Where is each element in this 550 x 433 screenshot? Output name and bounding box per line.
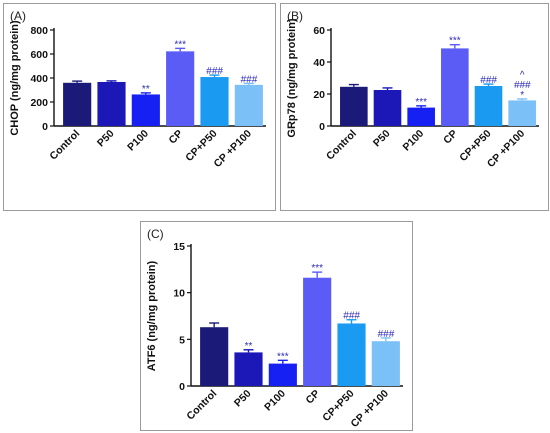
y-tick-label: 800: [30, 25, 48, 37]
x-tick-label: CP: [303, 388, 322, 407]
significance-marker: ***: [415, 97, 427, 108]
chart-panel-atf6: (C) 0 5 10 15 ATF6 (ng/mg protein) Control ** P5…: [140, 221, 413, 431]
bar: [337, 323, 366, 386]
y-tick-label: 15: [173, 241, 185, 253]
bar: [131, 94, 160, 126]
bar: [474, 86, 503, 126]
bar: [407, 107, 435, 126]
x-tick-label: Control: [184, 388, 219, 423]
significance-marker: ***: [449, 36, 461, 47]
y-axis-label: ATF6 (ng/mg protein): [146, 260, 158, 371]
chart-panel-grp78: (B) 0 20 40 60 GRp78 (ng/mg protein) Control P5…: [280, 3, 549, 211]
y-tick-label: 10: [173, 288, 185, 300]
y-axis-label: GRp78 (ng/mg protein): [286, 18, 298, 138]
y-tick-label: 5: [179, 334, 185, 346]
x-tick-label: P100: [400, 128, 426, 154]
significance-marker: ###: [480, 75, 497, 86]
bar: [166, 51, 195, 126]
bar: [373, 90, 402, 126]
x-tick-label: P100: [125, 128, 151, 154]
significance-marker: ###: [514, 80, 531, 91]
x-tick-label: P50: [95, 128, 117, 150]
y-tick-label: 200: [30, 97, 48, 109]
significance-marker: ***: [174, 39, 186, 50]
significance-marker: ^: [520, 70, 525, 81]
y-tick-label: 400: [30, 73, 48, 85]
chart-panel-chop: (A) 0 200 400 600 800 CHOP (ng/mg protein) Cont…: [3, 3, 276, 211]
bar: [303, 277, 332, 386]
y-tick-label: 0: [42, 121, 48, 133]
y-tick-label: 600: [30, 49, 48, 61]
bar: [234, 352, 263, 386]
bar: [508, 100, 536, 126]
bar: [441, 48, 469, 126]
grp78-bar-chart: (B) 0 20 40 60 GRp78 (ng/mg protein) Control P5…: [286, 9, 539, 170]
x-tick-label: P100: [262, 388, 288, 414]
bar: [268, 363, 297, 386]
significance-marker: ***: [311, 263, 323, 274]
x-tick-label: CP: [441, 128, 460, 147]
y-tick-label: 60: [313, 25, 325, 37]
significance-marker: **: [142, 84, 150, 95]
panel-label: (B): [287, 9, 303, 23]
y-tick-label: 20: [313, 89, 325, 101]
x-tick-label: P50: [232, 388, 254, 410]
x-tick-label: P50: [371, 128, 393, 150]
chop-bar-chart: (A) 0 200 400 600 800 CHOP (ng/mg protein) Cont…: [9, 9, 266, 171]
bar: [371, 341, 400, 386]
panel-label: (A): [10, 9, 26, 23]
bar: [340, 86, 368, 126]
y-tick-label: 0: [319, 121, 325, 133]
bar: [200, 327, 229, 386]
y-tick-label: 40: [313, 57, 325, 69]
x-tick-label: CP +P100: [349, 388, 392, 430]
x-tick-label: CP +P100: [212, 128, 255, 171]
x-tick-label: Control: [47, 128, 82, 163]
significance-marker: ###: [343, 311, 360, 322]
significance-marker: **: [245, 341, 253, 352]
x-tick-label: Control: [324, 128, 359, 163]
bar: [234, 84, 263, 126]
bar: [97, 81, 126, 126]
significance-marker: ###: [240, 74, 257, 85]
bar: [63, 82, 92, 126]
significance-marker: *: [520, 90, 524, 101]
significance-marker: ***: [277, 351, 289, 362]
panel-label: (C): [147, 227, 164, 241]
y-axis-label: CHOP (ng/mg protein): [9, 20, 21, 136]
significance-marker: ###: [377, 329, 394, 340]
atf6-bar-chart: (C) 0 5 10 15 ATF6 (ng/mg protein) Control ** P5…: [146, 227, 403, 430]
significance-marker: ###: [206, 66, 223, 77]
bar: [200, 77, 229, 126]
x-tick-label: CP: [166, 128, 185, 147]
y-tick-label: 0: [179, 381, 185, 393]
